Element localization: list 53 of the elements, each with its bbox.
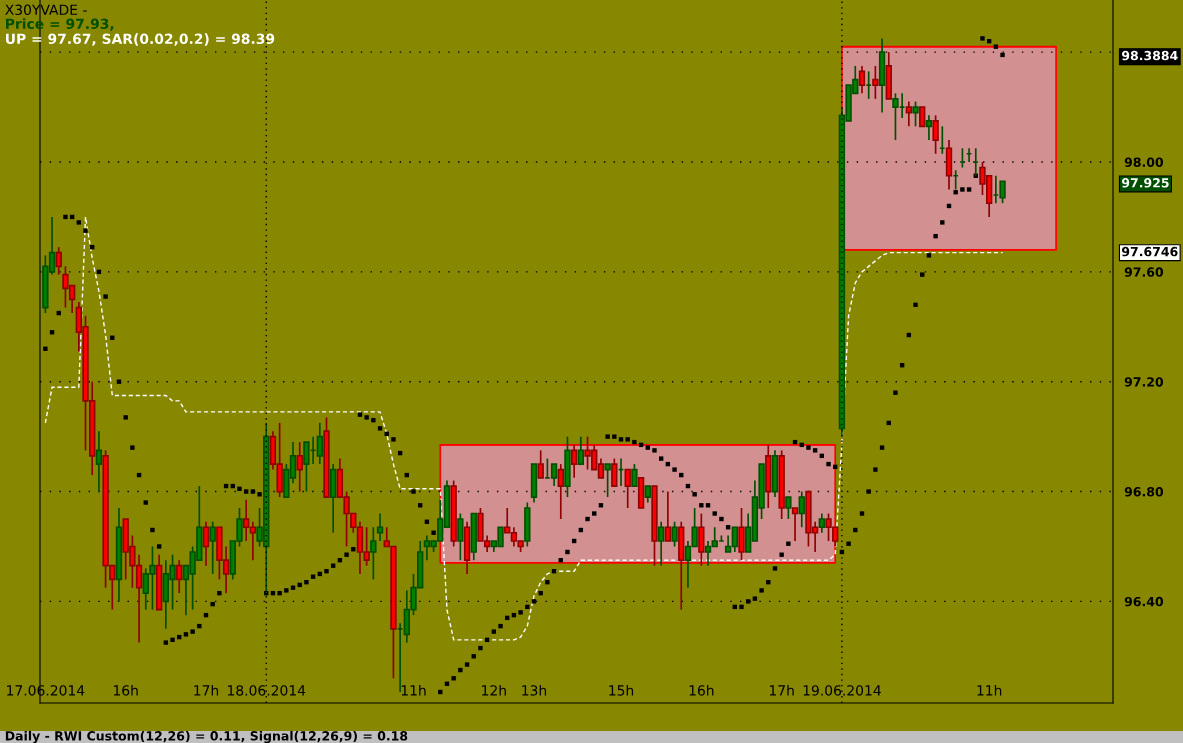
candlestick (209, 520, 216, 575)
candlestick (671, 520, 678, 548)
x-tick-label: 16h (689, 684, 714, 696)
candlestick (932, 114, 939, 155)
annotation: UP = 97.67, SAR(0.02,0.2) = 98.39 (6, 33, 275, 46)
x-tick-label: 12h (482, 684, 506, 696)
candlestick (791, 507, 799, 542)
candlestick (537, 449, 544, 479)
candlestick (457, 512, 464, 562)
candlestick (176, 559, 183, 594)
candlestick (604, 463, 611, 498)
candlestick (925, 114, 933, 141)
y-tick-label: 97.20 (1124, 377, 1164, 387)
candlestick (905, 100, 913, 128)
x-tick-label: 17h (194, 684, 219, 696)
x-tick-label: 18.06.2014 (228, 685, 306, 696)
y-tick-label: 96.40 (1124, 596, 1164, 607)
x-tick-label: 11h (401, 684, 426, 696)
x-tick-label: 16h (113, 684, 138, 696)
candlestick (664, 490, 672, 542)
candlestick (95, 430, 103, 493)
candlestick (376, 512, 384, 542)
candlestick (872, 65, 879, 100)
candlestick (55, 246, 62, 276)
y2-tick-label: 98.3884 (1121, 50, 1178, 61)
candlestick (657, 520, 665, 567)
candlestick (370, 526, 377, 581)
text: Daily - RWI Custom(12,26) = 0.11, Signal(12,26,9) = 0.18 (5, 730, 408, 743)
candlestick (316, 422, 323, 465)
candlestick (858, 65, 866, 95)
x-tick-label: 17h (769, 684, 794, 696)
candlestick (631, 463, 638, 487)
y-tick-label: 98.00 (1124, 157, 1164, 167)
y-tick-label: 97.60 (1124, 267, 1164, 277)
candlestick (912, 100, 919, 128)
candlestick (785, 496, 792, 520)
candlestick (798, 490, 805, 529)
candlestick (624, 468, 631, 509)
y2-tick-label: 97.925 (1121, 178, 1169, 188)
line-series (44, 216, 1004, 641)
candlestick (296, 441, 303, 493)
candlestick (818, 512, 826, 534)
x-tick-label: 11h (977, 684, 1002, 696)
x-tick-label: 13h (522, 684, 547, 696)
y2-tick-label: 97.6746 (1121, 246, 1178, 257)
x-tick-label: 15h (609, 684, 634, 696)
candlestick (557, 463, 564, 520)
candlestick (611, 457, 618, 487)
candlestick (919, 106, 926, 128)
x-tick-label: 19.06.2014 (803, 685, 881, 696)
candlestick (202, 520, 210, 567)
candlestick (577, 435, 585, 465)
y-tick-label: 96.80 (1124, 487, 1164, 497)
